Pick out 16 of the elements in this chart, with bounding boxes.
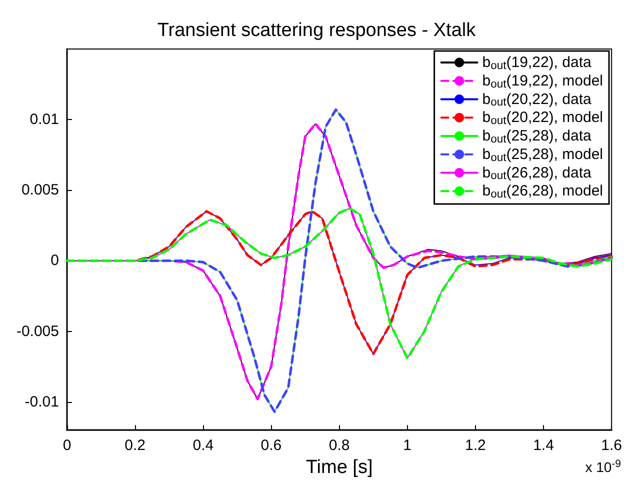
y-tick-label: -0.01 (24, 393, 59, 410)
chart-title: Transient scattering responses - Xtalk (157, 20, 476, 41)
x-tick-label: 0.2 (124, 437, 146, 454)
x-tick-label: 1.2 (465, 437, 486, 454)
y-tick-label: 0.01 (30, 111, 59, 128)
y-tick-label: 0.005 (21, 182, 59, 199)
x-tick-label: 0.4 (192, 437, 214, 454)
x-tick-label: 0 (62, 437, 72, 454)
x-tick-label: 1.4 (533, 437, 554, 454)
x-tick-label: 1.6 (601, 437, 622, 454)
y-tick-label: -0.005 (16, 322, 59, 340)
x-tick-label: 0.6 (260, 437, 282, 454)
x-tick-label: 1 (403, 437, 412, 454)
y-tick-label: 0 (50, 252, 59, 270)
x-axis-title: Time [s] (306, 457, 373, 478)
x-tick-label: 0.8 (328, 437, 350, 454)
